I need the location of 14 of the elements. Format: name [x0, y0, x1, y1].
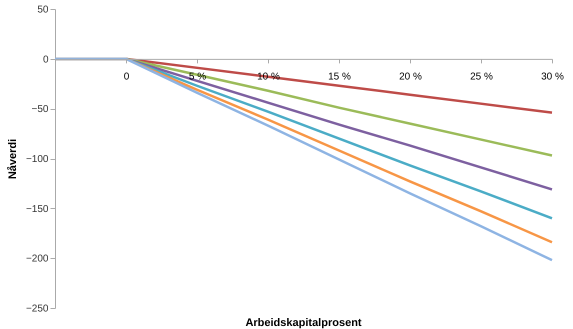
y-tick-label: 0	[42, 54, 49, 66]
x-tick-label: 20 %	[399, 71, 422, 82]
y-tick-label: −50	[32, 104, 49, 116]
x-tick-label: 30 %	[541, 71, 564, 82]
y-axis-title: Nåverdi	[6, 138, 19, 180]
y-tick-label: −250	[26, 304, 49, 314]
x-axis-title: Arbeidskapitalprosent	[245, 317, 362, 329]
x-tick-label: 15 %	[328, 71, 352, 82]
y-tick-label: −150	[26, 204, 49, 215]
y-tick-label: −100	[26, 154, 49, 165]
y-tick-label: 50	[37, 4, 49, 16]
x-tick-label: 25 %	[470, 71, 494, 82]
x-tick-label: 0	[124, 71, 130, 82]
y-tick-label: −200	[26, 254, 49, 265]
